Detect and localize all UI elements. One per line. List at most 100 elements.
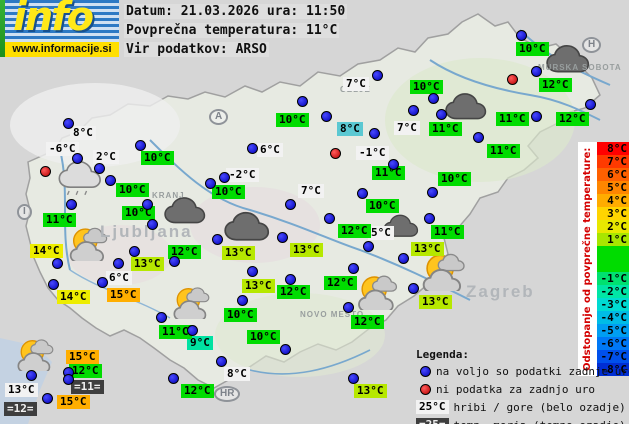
temp-chip: 11°C xyxy=(429,122,462,136)
temp-chip: 12°C xyxy=(181,384,214,398)
temp-chip: 10°C xyxy=(516,42,549,56)
deviation-scale-title: Odstopanje od povprečne temperature: xyxy=(578,142,597,376)
station-dot-blue xyxy=(369,128,380,139)
station-dot-blue xyxy=(428,93,439,104)
weather-sun-cloud-icon xyxy=(350,274,402,313)
header-source-line: Vir podatkov: ARSO xyxy=(124,42,269,57)
station-dot-blue xyxy=(280,344,291,355)
station-dot-blue xyxy=(105,175,116,186)
temp-chip: 11°C xyxy=(487,144,520,158)
station-dot-blue xyxy=(94,163,105,174)
mountain-chip-sample: 25°C xyxy=(416,400,449,414)
station-dot-blue xyxy=(372,70,383,81)
deviation-scale-row: -8°C xyxy=(597,363,629,376)
station-dot-blue xyxy=(219,172,230,183)
station-dot-blue xyxy=(52,258,63,269)
station-dot-blue xyxy=(247,266,258,277)
temp-chip: 10°C xyxy=(247,330,280,344)
station-dot-blue xyxy=(424,213,435,224)
temp-chip: 11°C xyxy=(496,112,529,126)
legend-title: Legenda: xyxy=(416,348,469,361)
temp-chip: 11°C xyxy=(43,213,76,227)
station-dot-blue xyxy=(277,232,288,243)
station-dot-blue xyxy=(585,99,596,110)
temp-chip: 6°C xyxy=(257,143,283,157)
deviation-scale-row: 2°C xyxy=(597,220,629,233)
deviation-scale-row: -3°C xyxy=(597,298,629,311)
temp-chip: 12°C xyxy=(324,276,357,290)
station-dot-blue xyxy=(473,132,484,143)
temp-chip: 14°C xyxy=(57,290,90,304)
logo-green-stripe xyxy=(0,0,5,57)
station-dot-blue xyxy=(297,96,308,107)
temp-chip: 5°C xyxy=(368,226,394,240)
station-dot-blue xyxy=(129,246,140,257)
station-dot-blue xyxy=(216,356,227,367)
temp-chip: 11°C xyxy=(431,225,464,239)
station-dot-blue xyxy=(66,199,77,210)
station-dot-blue xyxy=(42,393,53,404)
temp-chip: 12°C xyxy=(277,285,310,299)
deviation-scale-row: 5°C xyxy=(597,181,629,194)
temp-chip: 13°C xyxy=(354,384,387,398)
deviation-scale-row: 8°C xyxy=(597,142,629,155)
temp-chip: 11°C xyxy=(159,325,192,339)
weather-dark-cloud-icon xyxy=(546,44,590,74)
legend-item: na voljo so podatki zadnje ure xyxy=(416,362,629,380)
legend-panel: Legenda: na voljo so podatki zadnje ure n… xyxy=(416,347,629,424)
station-dot-blue xyxy=(436,109,447,120)
temp-chip: 10°C xyxy=(224,308,257,322)
deviation-scale-row: 1°C xyxy=(597,233,629,246)
station-dot-blue xyxy=(97,277,108,288)
temp-chip: 13°C xyxy=(419,295,452,309)
deviation-scale-row: -7°C xyxy=(597,350,629,363)
station-dot-blue xyxy=(212,234,223,245)
temp-chip: 11°C xyxy=(372,166,405,180)
station-dot-blue xyxy=(531,66,542,77)
station-dot-red xyxy=(507,74,518,85)
weather-dark-cloud-icon xyxy=(445,92,487,121)
city-label: KRANJ xyxy=(152,191,185,200)
temp-chip: 14°C xyxy=(30,244,63,258)
station-dot-blue xyxy=(324,213,335,224)
station-dot-blue xyxy=(357,188,368,199)
temp-chip: 12°C xyxy=(69,364,102,378)
legend-item: ni podatka za zadnjo uro xyxy=(416,380,629,398)
deviation-scale-row: -4°C xyxy=(597,311,629,324)
weather-sun-cloud-icon xyxy=(166,286,214,322)
station-dot-blue xyxy=(285,274,296,285)
deviation-scale: 8°C 7°C 6°C 5°C 4°C 3°C 2°C 1°C -1°C -2°C -3°C -4°C… xyxy=(597,142,629,376)
temp-chip: 10°C xyxy=(410,80,443,94)
temp-chip: 13°C xyxy=(5,383,38,397)
station-dot-blue xyxy=(142,199,153,210)
temp-chip: 13°C xyxy=(242,279,275,293)
deviation-scale-row: 4°C xyxy=(597,194,629,207)
sea-temp-chip-sample: =25= xyxy=(416,418,449,424)
weather-sun-cloud-icon xyxy=(62,226,112,264)
station-dot-blue xyxy=(516,30,527,41)
country-sign-hr: HR xyxy=(214,386,241,402)
deviation-scale-row: -2°C xyxy=(597,285,629,298)
city-label: Zagreb xyxy=(466,282,535,301)
station-dot-blue xyxy=(285,199,296,210)
station-dot-blue xyxy=(156,312,167,323)
station-dot-blue xyxy=(408,283,419,294)
legend-item: =25= temp. morja (temno ozadje) xyxy=(416,416,629,424)
station-dot-blue xyxy=(135,140,146,151)
legend-item-text: na voljo so podatki zadnje ure xyxy=(436,364,629,378)
temp-chip: 12°C xyxy=(556,112,589,126)
red-station-dot-icon xyxy=(420,383,431,395)
station-dot-red xyxy=(330,148,341,159)
country-sign-h: H xyxy=(582,37,602,53)
temp-chip: 15°C xyxy=(107,288,140,302)
logo-striped-box: info xyxy=(5,0,119,42)
station-dot-blue xyxy=(113,258,124,269)
deviation-scale-row: -5°C xyxy=(597,324,629,337)
temp-chip: 12°C xyxy=(168,245,201,259)
city-label: NOVO MESTO xyxy=(300,310,365,319)
station-dot-blue xyxy=(48,279,59,290)
station-dot-blue xyxy=(247,143,258,154)
temp-chip: 15°C xyxy=(57,395,90,409)
weather-dark-cloud-icon xyxy=(224,211,270,242)
